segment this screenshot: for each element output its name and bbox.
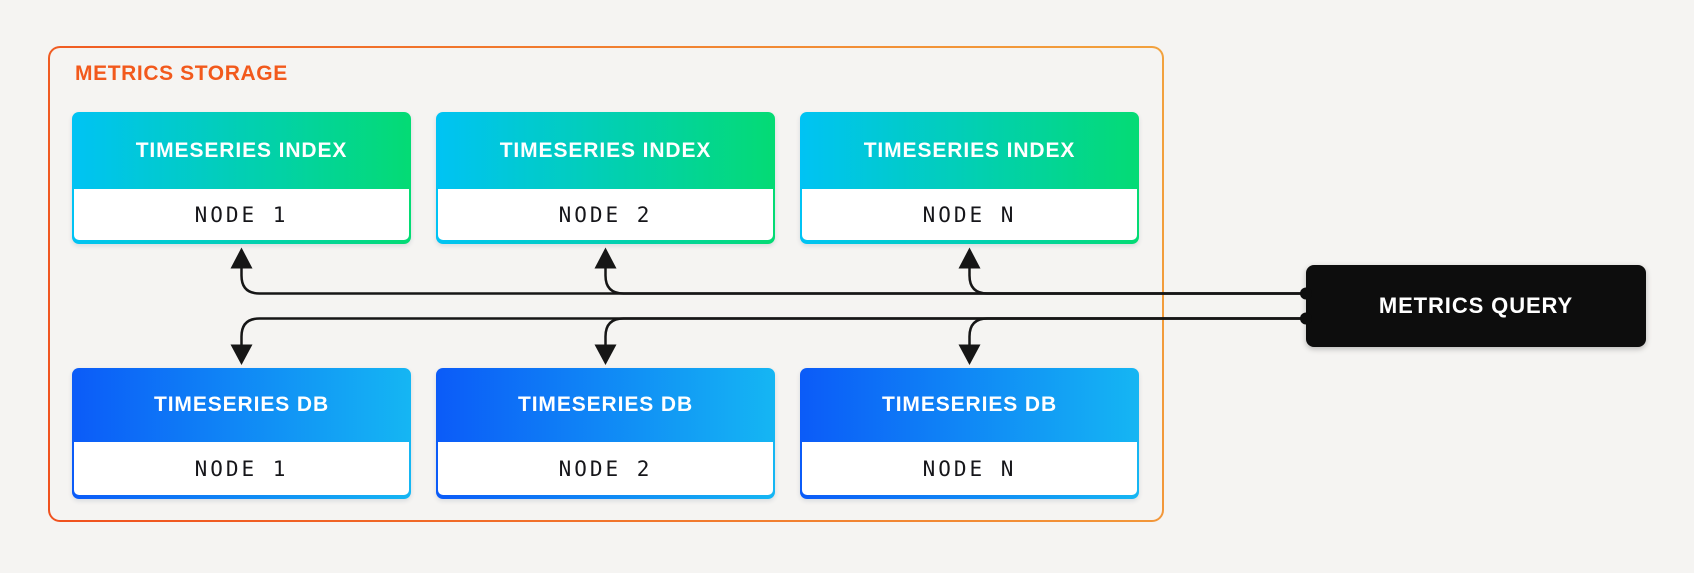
card-title: TIMESERIES DB — [153, 393, 330, 416]
timeseries-db-node-2-card: TIMESERIES DB NODE 2 — [436, 368, 775, 499]
card-body: NODE 1 — [74, 189, 409, 240]
metrics-query-box: METRICS QUERY — [1306, 265, 1646, 347]
card-header: TIMESERIES DB — [438, 368, 773, 442]
card-header: TIMESERIES DB — [74, 368, 409, 442]
card-body: NODE 2 — [438, 442, 773, 495]
timeseries-index-node-n-card: TIMESERIES INDEX NODE N — [800, 112, 1139, 244]
node-label: NODE 1 — [194, 456, 289, 481]
card-header: TIMESERIES INDEX — [802, 112, 1137, 189]
card-title: TIMESERIES DB — [881, 393, 1058, 416]
metrics-storage-label: METRICS STORAGE — [75, 62, 288, 85]
node-label: NODE 2 — [558, 202, 653, 227]
card-title: TIMESERIES INDEX — [135, 138, 348, 162]
card-title: TIMESERIES INDEX — [863, 138, 1076, 162]
card-title: TIMESERIES INDEX — [499, 138, 712, 162]
card-title: TIMESERIES DB — [517, 393, 694, 416]
timeseries-db-node-n-card: TIMESERIES DB NODE N — [800, 368, 1139, 499]
node-label: NODE 1 — [194, 202, 289, 227]
timeseries-index-node-2-card: TIMESERIES INDEX NODE 2 — [436, 112, 775, 244]
timeseries-db-node-1-card: TIMESERIES DB NODE 1 — [72, 368, 411, 499]
card-body: NODE 1 — [74, 442, 409, 495]
card-header: TIMESERIES DB — [802, 368, 1137, 442]
metrics-query-label: METRICS QUERY — [1378, 293, 1574, 318]
card-body: NODE 2 — [438, 189, 773, 240]
node-label: NODE N — [922, 202, 1017, 227]
node-label: NODE 2 — [558, 456, 653, 481]
node-label: NODE N — [922, 456, 1017, 481]
timeseries-index-node-1-card: TIMESERIES INDEX NODE 1 — [72, 112, 411, 244]
card-body: NODE N — [802, 189, 1137, 240]
card-body: NODE N — [802, 442, 1137, 495]
card-header: TIMESERIES INDEX — [438, 112, 773, 189]
card-header: TIMESERIES INDEX — [74, 112, 409, 189]
